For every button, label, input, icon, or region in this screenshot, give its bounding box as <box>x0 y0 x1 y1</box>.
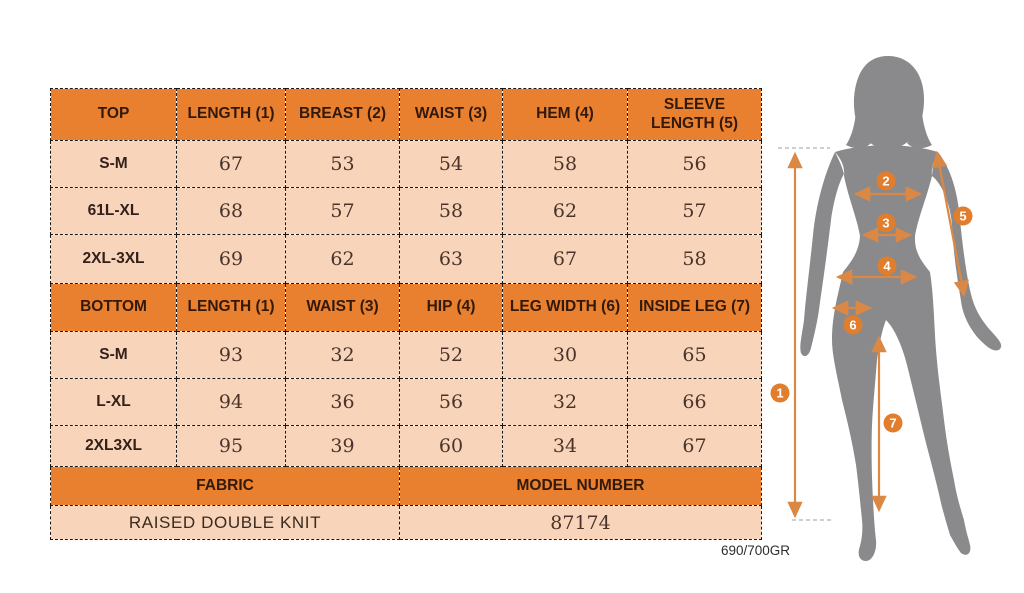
value-cell: 68 <box>176 187 286 235</box>
marker-7-badge: 7 <box>883 413 903 433</box>
header-cell-top: TOP <box>50 88 177 141</box>
header-cell-waist-3: WAIST (3) <box>399 88 503 141</box>
size-cell: 2XL-3XL <box>50 234 177 284</box>
measurement-figure: 1 2 3 4 5 6 7 <box>764 40 1024 585</box>
size-cell: S-M <box>50 140 177 188</box>
value-cell: 94 <box>176 378 286 426</box>
table-row: S-M 67 53 54 58 56 <box>50 140 762 188</box>
header-cell-hem-4: HEM (4) <box>502 88 628 141</box>
female-silhouette <box>800 56 1002 561</box>
marker-5-badge: 5 <box>953 206 973 226</box>
size-cell: S-M <box>50 331 177 379</box>
value-cell: 53 <box>285 140 400 188</box>
header-cell-waist-3b: WAIST (3) <box>285 283 400 332</box>
svg-text:3: 3 <box>882 216 889 231</box>
header-cell-length-1: LENGTH (1) <box>176 88 286 141</box>
bottom-header-row: BOTTOM LENGTH (1) WAIST (3) HIP (4) LEG … <box>50 283 762 332</box>
value-cell: 58 <box>399 187 503 235</box>
value-cell: 95 <box>176 425 286 467</box>
value-cell: 54 <box>399 140 503 188</box>
value-cell: 52 <box>399 331 503 379</box>
value-cell: 39 <box>285 425 400 467</box>
svg-text:1: 1 <box>776 386 783 401</box>
svg-text:4: 4 <box>883 259 891 274</box>
header-cell-leg-width-6: LEG WIDTH (6) <box>502 283 628 332</box>
value-cell: 34 <box>502 425 628 467</box>
size-cell: 61L-XL <box>50 187 177 235</box>
marker-2-badge: 2 <box>876 171 896 191</box>
arrow-5-sleeve <box>932 150 969 298</box>
value-cell: 60 <box>399 425 503 467</box>
footer-header-row: FABRIC MODEL NUMBER <box>50 466 762 506</box>
header-cell-fabric: FABRIC <box>50 466 400 506</box>
value-cell: 56 <box>627 140 762 188</box>
marker-4-badge: 4 <box>877 256 897 276</box>
value-cell: 36 <box>285 378 400 426</box>
table-row: 61L-XL 68 57 58 62 57 <box>50 187 762 235</box>
table-row: 2XL-3XL 69 62 63 67 58 <box>50 234 762 284</box>
value-cell: 67 <box>502 234 628 284</box>
value-cell: 57 <box>627 187 762 235</box>
marker-6-badge: 6 <box>843 315 863 335</box>
value-cell: 65 <box>627 331 762 379</box>
header-cell-breast-2: BREAST (2) <box>285 88 400 141</box>
header-cell-inside-leg-7: INSIDE LEG (7) <box>627 283 762 332</box>
svg-text:6: 6 <box>849 318 856 333</box>
size-chart-table: TOP LENGTH (1) BREAST (2) WAIST (3) HEM … <box>50 88 762 540</box>
table-row: L-XL 94 36 56 32 66 <box>50 378 762 426</box>
footer-value-row: RAISED DOUBLE KNIT 87174 <box>50 505 762 540</box>
value-cell: 63 <box>399 234 503 284</box>
value-cell: 66 <box>627 378 762 426</box>
table-row: 2XL3XL 95 39 60 34 67 <box>50 425 762 467</box>
header-cell-hip-4: HIP (4) <box>399 283 503 332</box>
table-row: S-M 93 32 52 30 65 <box>50 331 762 379</box>
value-cell: 93 <box>176 331 286 379</box>
marker-3-badge: 3 <box>876 213 896 233</box>
svg-text:5: 5 <box>959 209 966 224</box>
value-cell: 62 <box>285 234 400 284</box>
size-cell: 2XL3XL <box>50 425 177 467</box>
header-cell-bottom: BOTTOM <box>50 283 177 332</box>
header-cell-sleeve-5: SLEEVE LENGTH (5) <box>627 88 762 141</box>
value-cell: 30 <box>502 331 628 379</box>
svg-text:7: 7 <box>889 416 896 431</box>
value-cell: 67 <box>176 140 286 188</box>
measurement-figure-svg: 1 2 3 4 5 6 7 <box>770 56 1002 561</box>
header-cell-model-number: MODEL NUMBER <box>399 466 762 506</box>
silhouette-body <box>832 145 971 561</box>
fabric-value-cell: RAISED DOUBLE KNIT <box>50 505 400 540</box>
weight-footnote: 690/700GR <box>720 543 790 558</box>
size-cell: L-XL <box>50 378 177 426</box>
model-number-value-cell: 87174 <box>399 505 762 540</box>
silhouette-left-arm <box>800 152 844 357</box>
value-cell: 57 <box>285 187 400 235</box>
silhouette-hair-right <box>907 100 932 149</box>
value-cell: 32 <box>285 331 400 379</box>
marker-1-badge: 1 <box>770 383 790 403</box>
silhouette-head <box>853 56 925 149</box>
header-cell-length-1b: LENGTH (1) <box>176 283 286 332</box>
silhouette-hair-left <box>846 100 871 149</box>
top-header-row: TOP LENGTH (1) BREAST (2) WAIST (3) HEM … <box>50 88 762 141</box>
value-cell: 62 <box>502 187 628 235</box>
value-cell: 58 <box>627 234 762 284</box>
value-cell: 56 <box>399 378 503 426</box>
value-cell: 58 <box>502 140 628 188</box>
value-cell: 32 <box>502 378 628 426</box>
value-cell: 67 <box>627 425 762 467</box>
svg-text:2: 2 <box>882 174 889 189</box>
value-cell: 69 <box>176 234 286 284</box>
